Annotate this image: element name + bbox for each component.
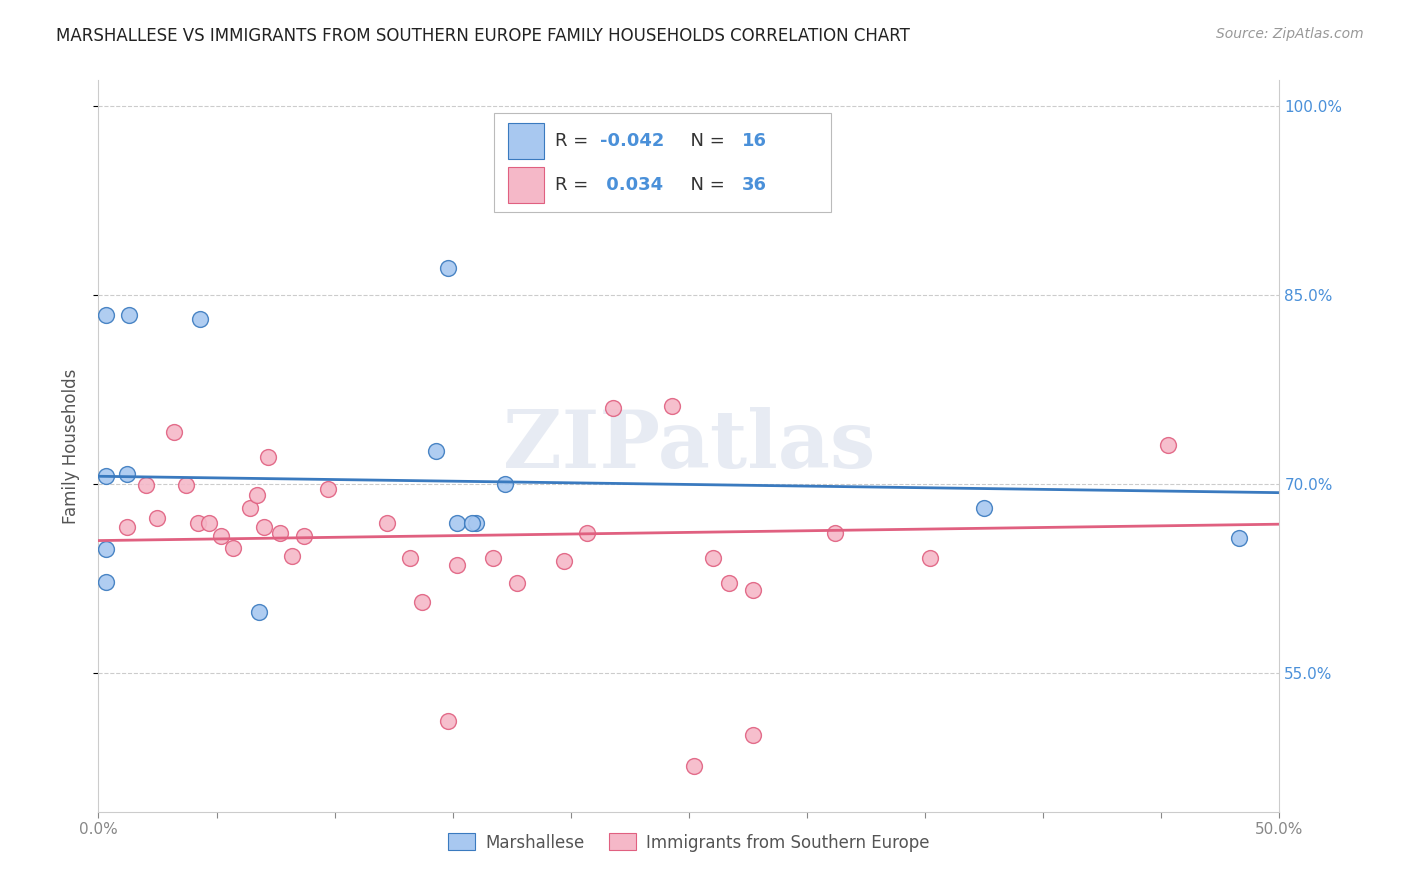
Point — [494, 476, 516, 491]
Point — [94, 308, 117, 322]
Point — [375, 516, 398, 530]
Point — [1227, 531, 1250, 545]
Point — [94, 542, 117, 557]
Legend: Marshallese, Immigrants from Southern Europe: Marshallese, Immigrants from Southern Eu… — [441, 827, 936, 858]
Point — [460, 516, 482, 530]
Point — [135, 478, 157, 492]
Text: R =: R = — [555, 176, 595, 194]
Text: N =: N = — [679, 132, 731, 150]
Point — [411, 595, 433, 609]
Point — [661, 399, 683, 413]
Point — [918, 551, 941, 566]
Point — [269, 526, 291, 541]
Point — [1157, 438, 1180, 452]
Point — [198, 516, 221, 530]
Text: Source: ZipAtlas.com: Source: ZipAtlas.com — [1216, 27, 1364, 41]
Point — [115, 519, 138, 533]
Point — [465, 516, 488, 530]
Point — [118, 308, 141, 322]
Point — [316, 482, 339, 496]
Point — [741, 728, 763, 742]
Point — [702, 551, 724, 566]
Point — [446, 516, 468, 530]
FancyBboxPatch shape — [508, 123, 544, 160]
Point — [115, 467, 138, 481]
Point — [741, 582, 763, 597]
Text: MARSHALLESE VS IMMIGRANTS FROM SOUTHERN EUROPE FAMILY HOUSEHOLDS CORRELATION CHA: MARSHALLESE VS IMMIGRANTS FROM SOUTHERN … — [56, 27, 910, 45]
Point — [188, 311, 211, 326]
FancyBboxPatch shape — [494, 113, 831, 212]
Point — [682, 759, 704, 773]
Y-axis label: Family Households: Family Households — [62, 368, 80, 524]
Point — [425, 444, 447, 458]
Point — [94, 575, 117, 590]
Point — [281, 549, 304, 563]
Point — [209, 528, 232, 542]
Point — [482, 551, 505, 566]
Point — [437, 261, 460, 276]
Point — [253, 519, 276, 533]
Point — [973, 500, 995, 515]
Point — [222, 541, 245, 556]
Text: R =: R = — [555, 132, 595, 150]
Point — [247, 606, 270, 620]
Point — [602, 401, 624, 416]
Text: -0.042: -0.042 — [600, 132, 665, 150]
Text: 0.034: 0.034 — [600, 176, 664, 194]
Text: ZIPatlas: ZIPatlas — [503, 407, 875, 485]
Point — [163, 425, 186, 439]
FancyBboxPatch shape — [508, 167, 544, 203]
Point — [824, 526, 846, 541]
Text: 36: 36 — [742, 176, 768, 194]
Point — [576, 526, 599, 541]
Point — [174, 478, 197, 492]
Point — [292, 528, 315, 542]
Text: 16: 16 — [742, 132, 768, 150]
Point — [399, 551, 422, 566]
Point — [505, 576, 527, 591]
Point — [257, 450, 280, 465]
Point — [146, 511, 169, 525]
Point — [553, 554, 575, 568]
Point — [246, 488, 269, 502]
Point — [437, 714, 460, 728]
Point — [446, 558, 468, 572]
Point — [239, 500, 262, 515]
Point — [718, 576, 741, 591]
Point — [94, 469, 117, 483]
Text: N =: N = — [679, 176, 731, 194]
Point — [187, 516, 209, 530]
